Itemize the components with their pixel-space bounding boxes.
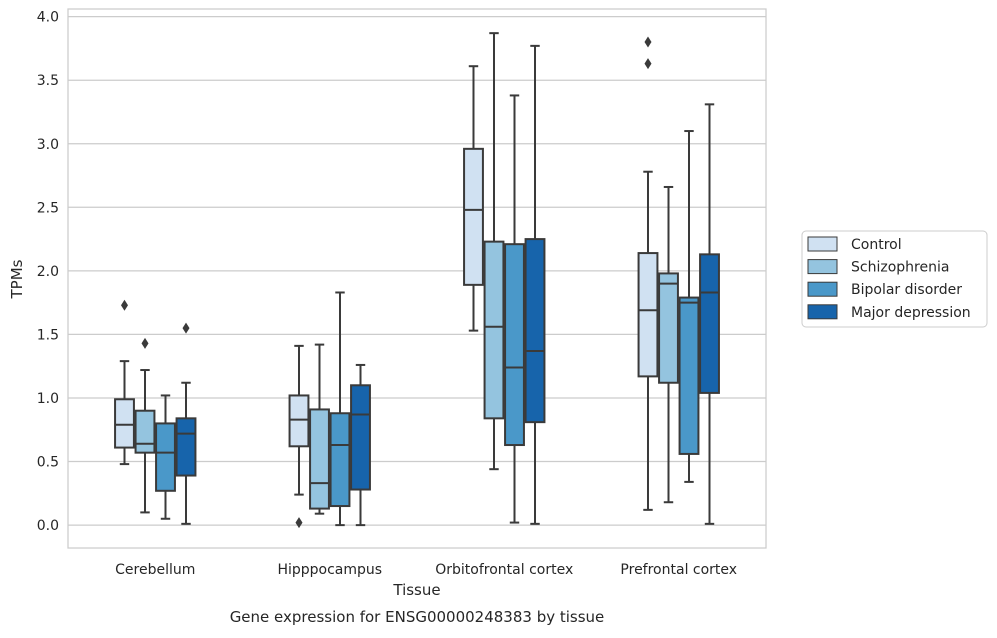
box-1-1 (309, 343, 330, 515)
outlier-point (295, 517, 303, 529)
legend-label: Major depression (851, 305, 971, 321)
box-body (350, 384, 371, 491)
outlier-point (644, 36, 652, 48)
box-3-3 (699, 103, 720, 525)
box-2-0 (463, 65, 484, 332)
box-0-1 (134, 337, 156, 514)
box-body (637, 252, 659, 378)
box-body (504, 243, 525, 447)
legend-label: Control (851, 237, 902, 253)
y-tick-label: 4.0 (37, 10, 59, 26)
box-1-3 (350, 363, 371, 527)
y-tick-label: 2.0 (37, 264, 59, 280)
box-body (524, 238, 546, 424)
legend-label: Schizophrenia (851, 260, 949, 276)
box-0-0 (114, 299, 135, 466)
box-body (288, 394, 310, 448)
outlier-point (644, 58, 652, 70)
y-tick-label: 0.5 (37, 455, 59, 471)
outlier-point (120, 299, 128, 311)
outlier-point (182, 322, 190, 334)
box-body (699, 253, 720, 394)
box-3-0 (637, 36, 659, 511)
x-axis-label: Tissue (392, 581, 440, 599)
box-body (329, 412, 351, 508)
box-body (658, 272, 679, 384)
legend-swatch (807, 281, 838, 297)
legend-swatch (807, 259, 838, 275)
box-3-1 (658, 185, 679, 504)
legend-frame (801, 230, 988, 328)
x-tick-label: Prefrontal cortex (620, 562, 737, 578)
x-tick-label: Hipppocampus (277, 562, 382, 578)
figure-caption: Gene expression for ENSG00000248383 by t… (230, 608, 605, 626)
outlier-point (141, 337, 149, 349)
box-body (134, 409, 156, 454)
legend-swatch (807, 236, 838, 252)
y-tick-label: 1.5 (37, 327, 59, 343)
plot-frame (67, 8, 767, 549)
box-body (463, 147, 484, 286)
box-body (175, 417, 197, 477)
y-tick-label: 3.5 (37, 73, 59, 89)
legend: Control Schizophrenia Bipolar disorder Majo… (801, 230, 988, 328)
x-tick-label: Orbitofrontal cortex (435, 562, 573, 578)
x-tick-label: Cerebellum (115, 562, 195, 578)
box-2-2 (504, 94, 525, 524)
box-1-0 (288, 344, 310, 529)
legend-label: Bipolar disorder (851, 282, 962, 298)
box-body (483, 240, 505, 420)
y-tick-label: 1.0 (37, 391, 59, 407)
y-axis-label: TPMs (8, 259, 26, 299)
y-tick-label: 2.5 (37, 200, 59, 216)
box-body (678, 296, 700, 455)
y-tick-label: 3.0 (37, 137, 59, 153)
box-0-2 (155, 394, 176, 520)
box-body (155, 422, 176, 492)
y-tick-label: 0.0 (37, 518, 59, 534)
box-2-3 (524, 44, 546, 525)
legend-swatch (807, 304, 838, 320)
box-0-3 (175, 322, 197, 525)
box-body (114, 398, 135, 449)
box-3-2 (678, 130, 700, 483)
box-2-1 (483, 32, 505, 471)
box-body (309, 408, 330, 510)
box-1-2 (329, 291, 351, 527)
